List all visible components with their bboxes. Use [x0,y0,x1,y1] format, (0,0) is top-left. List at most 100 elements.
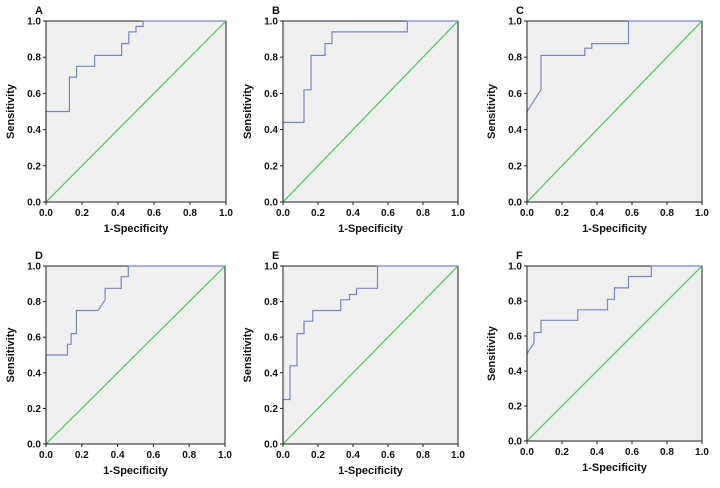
x-axis-title-c: 1-Specificity [582,223,648,235]
y-tick-label: 0.6 [508,89,522,100]
x-tick-label: 0.0 [276,208,290,219]
y-tick-label: 0.6 [27,89,41,100]
x-tick-label: 0.0 [276,450,290,461]
roc-curve-e [282,265,458,444]
x-tick-label: 0.8 [660,447,674,458]
x-tick-label: 0.6 [146,450,160,461]
x-tick-label: 0.8 [183,208,197,219]
y-tick-label: 1.0 [508,17,522,28]
y-axis-title-f: Sensitivity [486,325,498,381]
panel-letter-d: D [35,250,43,262]
y-tick-label: 0.2 [264,161,278,172]
panel-letter-b: B [272,5,280,17]
x-tick-label: 1.0 [218,450,232,461]
y-tick-label: 0.2 [508,402,522,413]
x-tick-label: 0.2 [555,447,569,458]
x-tick-label: 0.4 [111,450,125,461]
x-tick-label: 0.0 [39,450,53,461]
x-tick-label: 0.4 [590,208,604,219]
x-tick-label: 0.8 [182,450,196,461]
y-tick-label: 0.2 [508,161,522,172]
x-tick-label: 0.6 [625,447,639,458]
y-tick-label: 0.8 [27,53,41,64]
y-tick-label: 0.4 [508,367,522,378]
panel-letter-a: A [35,5,43,17]
y-tick-label: 0.8 [27,297,41,308]
y-tick-label: 1.0 [27,17,41,28]
y-tick-label: 0.6 [27,333,41,344]
y-axis-title-b: Sensitivity [242,83,254,139]
y-tick-label: 0.4 [27,368,41,379]
x-tick-label: 1.0 [695,447,709,458]
y-tick-label: 1.0 [508,262,522,273]
y-tick-label: 1.0 [264,262,278,273]
x-tick-label: 1.0 [451,208,465,219]
y-tick-label: 0.2 [27,161,41,172]
panel-letter-f: F [516,250,523,262]
x-tick-label: 0.4 [111,208,125,219]
y-axis-title-d: Sensitivity [5,327,17,383]
y-tick-label: 0.0 [27,198,41,209]
x-axis-title-f: 1-Specificity [582,462,648,474]
x-tick-label: 0.4 [346,450,360,461]
x-tick-label: 0.2 [555,208,569,219]
y-tick-label: 0.4 [264,368,278,379]
y-tick-label: 1.0 [264,17,278,28]
roc-curve-d [45,265,225,444]
panel-c: 0.0 0.2 0.4 0.6 0.8 1.0 0.0 0.2 0.4 0.6 0.8 1.0 1-Sp… [486,5,709,235]
roc-curve-b [282,20,458,202]
y-tick-label: 0.6 [264,89,278,100]
x-tick-label: 0.2 [311,450,325,461]
roc-curve-a [45,20,226,202]
roc-curve-f [526,265,702,441]
y-tick-label: 0.4 [27,125,41,136]
reference-line-e [282,265,459,445]
y-tick-label: 0.0 [27,440,41,451]
panel-e: 0.0 0.2 0.4 0.6 0.8 1.0 0.0 0.2 0.4 0.6 0.8 1.0 1-Sp… [242,250,465,477]
reference-line-d [45,265,226,445]
y-axis-title-c: Sensitivity [486,83,498,139]
reference-line-a [45,20,227,203]
y-tick-label: 0.6 [264,333,278,344]
reference-line-c [526,20,703,203]
reference-line-f [526,265,703,442]
panel-a: 0.0 0.2 0.4 0.6 0.8 1.0 0.0 0.2 0.4 0.6 0.8 1.0 1-Sp… [5,5,233,235]
x-tick-label: 0.8 [416,450,430,461]
reference-line-b [282,20,459,203]
x-tick-label: 0.6 [381,450,395,461]
x-tick-label: 1.0 [695,208,709,219]
roc-curve-c [526,20,702,202]
panel-d: 0.0 0.2 0.4 0.6 0.8 1.0 0.0 0.2 0.4 0.6 0.8 1.0 1-Sp… [5,250,232,477]
panel-letter-e: E [272,250,279,262]
y-tick-label: 0.8 [508,297,522,308]
x-tick-label: 0.6 [625,208,639,219]
y-tick-label: 0.4 [264,125,278,136]
y-tick-label: 0.0 [264,198,278,209]
x-tick-label: 0.0 [520,208,534,219]
x-axis-title-d: 1-Specificity [103,465,169,477]
x-tick-label: 0.0 [520,447,534,458]
y-tick-label: 0.0 [508,198,522,209]
y-axis-title-a: Sensitivity [5,83,17,139]
y-tick-label: 0.2 [264,404,278,415]
x-tick-label: 0.8 [416,208,430,219]
panel-b: 0.0 0.2 0.4 0.6 0.8 1.0 0.0 0.2 0.4 0.6 0.8 1.0 1-Sp… [242,5,465,235]
x-tick-label: 0.8 [660,208,674,219]
y-tick-label: 1.0 [27,262,41,273]
y-tick-label: 0.0 [508,437,522,448]
x-tick-label: 0.2 [311,208,325,219]
y-tick-label: 0.0 [264,440,278,451]
panel-f: 0.0 0.2 0.4 0.6 0.8 1.0 0.0 0.2 0.4 0.6 0.8 1.0 1-Sp… [486,250,709,474]
x-tick-label: 0.4 [590,447,604,458]
x-axis-title-e: 1-Specificity [338,465,404,477]
x-tick-label: 0.2 [75,450,89,461]
y-tick-label: 0.8 [264,53,278,64]
x-tick-label: 0.2 [75,208,89,219]
y-tick-label: 0.2 [27,404,41,415]
x-tick-label: 0.4 [346,208,360,219]
panel-letter-c: C [516,5,524,17]
y-tick-label: 0.6 [508,332,522,343]
x-tick-label: 1.0 [219,208,233,219]
x-tick-label: 0.6 [381,208,395,219]
